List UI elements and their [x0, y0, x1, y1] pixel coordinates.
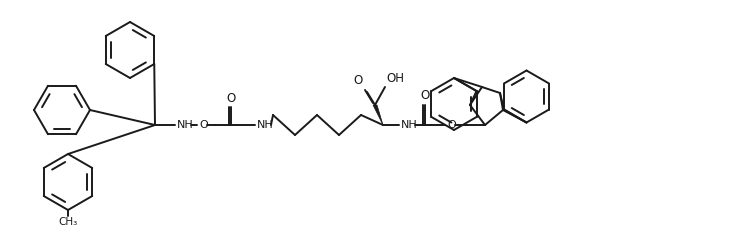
Text: NH: NH [401, 120, 418, 130]
Text: O: O [421, 89, 430, 102]
Text: CH₃: CH₃ [58, 217, 78, 227]
Text: NH: NH [177, 120, 193, 130]
Text: O: O [447, 120, 456, 130]
Text: NH: NH [257, 120, 273, 130]
Polygon shape [373, 105, 383, 125]
Text: O: O [226, 92, 235, 105]
Text: O: O [354, 74, 363, 87]
Text: O: O [199, 120, 208, 130]
Text: OH: OH [386, 72, 404, 85]
